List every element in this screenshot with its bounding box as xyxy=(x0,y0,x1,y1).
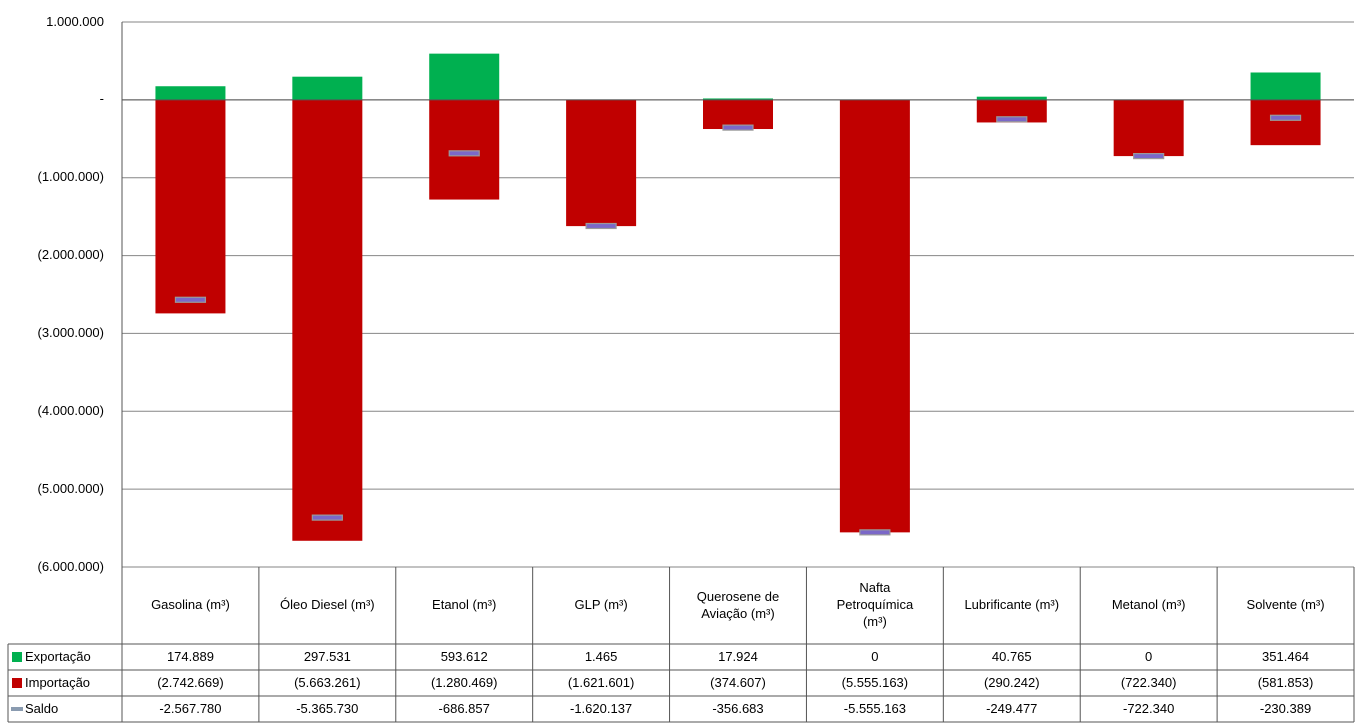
saldo-marker xyxy=(174,296,207,303)
y-tick-label: (3.000.000) xyxy=(37,324,105,340)
legend-key xyxy=(12,678,22,688)
saldo-marker xyxy=(448,150,480,157)
table-value: (5.663.261) xyxy=(294,674,361,690)
table-value: -230.389 xyxy=(1259,700,1312,716)
table-value: (581.853) xyxy=(1257,674,1314,690)
table-value: (5.555.163) xyxy=(841,674,909,690)
legend-label: Importação xyxy=(25,674,91,690)
table-value: 17.924 xyxy=(718,648,758,664)
x-tick-label: Lubrificante (m³) xyxy=(964,597,1060,613)
bar xyxy=(1250,99,1321,146)
x-tick-label: Metanol (m³) xyxy=(1111,597,1186,613)
y-tick-label: - xyxy=(99,91,104,107)
table-value: 0 xyxy=(871,648,879,664)
saldo-marker xyxy=(311,514,343,521)
bar xyxy=(429,99,500,200)
x-tick-label: Solvente (m³) xyxy=(1246,597,1325,613)
y-tick-label: (4.000.000) xyxy=(37,402,105,418)
table-value: -1.620.137 xyxy=(570,700,633,716)
bar xyxy=(703,98,773,100)
saldo-marker xyxy=(1269,114,1302,121)
table-value: (1.280.469) xyxy=(430,674,498,690)
y-tick-label: 1.000.000 xyxy=(46,13,104,29)
x-tick-label: Nafta Petroquímica (m³) xyxy=(836,580,914,629)
x-tick-label: Etanol (m³) xyxy=(432,597,497,613)
legend-label: Saldo xyxy=(25,700,59,716)
table-value: 40.765 xyxy=(991,648,1032,664)
table-value: -5.365.730 xyxy=(296,700,359,716)
table-value: (2.742.669) xyxy=(157,674,224,690)
y-tick-label: (6.000.000) xyxy=(37,558,105,574)
table-value: 593.612 xyxy=(440,648,488,664)
table-value: (1.621.601) xyxy=(567,674,635,690)
legend-key xyxy=(11,707,23,711)
table-value: 297.531 xyxy=(303,648,351,664)
bar xyxy=(292,99,363,541)
bar xyxy=(703,99,773,130)
table-value: -5.555.163 xyxy=(843,700,906,716)
saldo-marker xyxy=(722,124,754,131)
table-value: -722.340 xyxy=(1122,700,1175,716)
table-value: -356.683 xyxy=(712,700,764,716)
bar xyxy=(566,99,637,227)
x-tick-label: Gasolina (m³) xyxy=(151,597,230,613)
x-tick-label: Querosene de Aviação (m³) xyxy=(696,588,780,621)
legend-label: Exportação xyxy=(25,648,91,664)
bar xyxy=(1250,72,1321,100)
bar xyxy=(155,99,226,314)
y-tick-label: (1.000.000) xyxy=(37,169,105,185)
saldo-marker xyxy=(1133,152,1165,160)
table-value: 1.465 xyxy=(584,648,618,664)
bar xyxy=(976,99,1047,123)
table-value: (722.340) xyxy=(1120,674,1177,690)
bar xyxy=(839,99,910,533)
table-value: (290.242) xyxy=(983,674,1040,690)
table-value: -2.567.780 xyxy=(159,700,222,716)
bar xyxy=(976,96,1047,100)
saldo-marker xyxy=(859,529,891,536)
y-tick-label: (2.000.000) xyxy=(37,247,105,263)
bar xyxy=(292,76,363,100)
y-tick-label: (5.000.000) xyxy=(37,480,105,496)
x-tick-label: GLP (m³) xyxy=(574,597,628,613)
table-value: 351.464 xyxy=(1262,648,1310,664)
bar xyxy=(1113,99,1184,157)
bar xyxy=(429,53,500,100)
table-value: -249.477 xyxy=(986,700,1038,716)
saldo-marker xyxy=(996,116,1028,123)
table-value: -686.857 xyxy=(438,700,490,716)
table-value: 0 xyxy=(1145,648,1153,664)
table-value: (374.607) xyxy=(710,674,766,690)
bar xyxy=(155,86,226,100)
x-tick-label: Óleo Diesel (m³) xyxy=(280,597,375,613)
table-value: 174.889 xyxy=(166,648,214,664)
legend-key xyxy=(12,652,22,662)
saldo-marker xyxy=(585,222,617,230)
